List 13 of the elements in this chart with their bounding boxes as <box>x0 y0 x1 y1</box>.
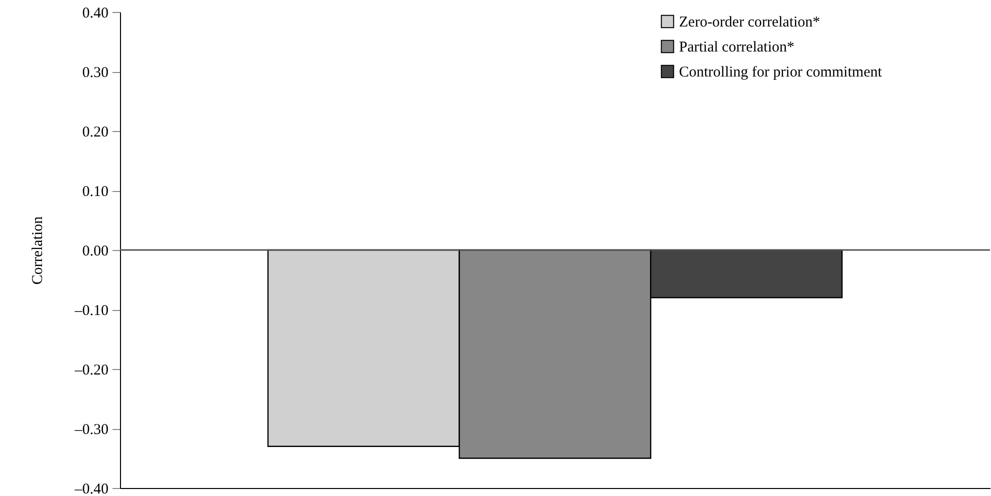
y-tick-label: –0.40 <box>74 482 108 496</box>
legend-label: Zero-order correlation* <box>679 14 820 30</box>
y-tick-label: –0.20 <box>74 362 108 378</box>
y-tick-label: 0.20 <box>82 124 108 140</box>
y-tick-label: 0.10 <box>82 184 108 200</box>
y-tick-label: 0.00 <box>82 244 108 260</box>
legend-label: Partial correlation* <box>679 40 794 56</box>
y-tick-label: 0.40 <box>82 6 108 22</box>
legend-label: Controlling for prior commitment <box>679 64 883 80</box>
y-axis-title: Correlation <box>30 216 46 285</box>
y-tick-label: 0.30 <box>82 65 108 81</box>
y-tick-label: –0.10 <box>74 303 108 319</box>
y-tick-label: –0.30 <box>74 422 108 438</box>
